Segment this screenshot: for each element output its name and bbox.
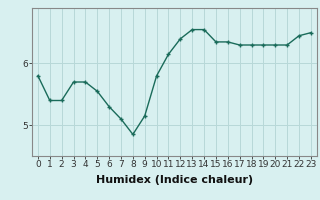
- X-axis label: Humidex (Indice chaleur): Humidex (Indice chaleur): [96, 175, 253, 185]
